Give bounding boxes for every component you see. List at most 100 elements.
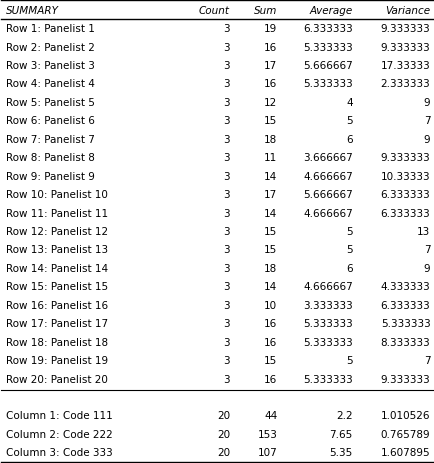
Text: 18: 18 — [264, 134, 277, 144]
Text: Column 3: Code 333: Column 3: Code 333 — [6, 447, 112, 457]
Text: 3: 3 — [224, 43, 230, 52]
Text: Column 2: Code 222: Column 2: Code 222 — [6, 429, 112, 439]
Text: Row 15: Panelist 15: Row 15: Panelist 15 — [6, 282, 108, 292]
Text: Row 8: Panelist 8: Row 8: Panelist 8 — [6, 153, 95, 163]
Text: 5: 5 — [346, 116, 353, 126]
Text: Average: Average — [309, 6, 353, 16]
Text: 3: 3 — [224, 61, 230, 71]
Text: 3: 3 — [224, 337, 230, 347]
Text: 13: 13 — [417, 226, 431, 237]
Text: 3: 3 — [224, 190, 230, 200]
Text: 4.666667: 4.666667 — [303, 208, 353, 218]
Text: 11: 11 — [264, 153, 277, 163]
Text: 3: 3 — [224, 374, 230, 384]
Text: Row 16: Panelist 16: Row 16: Panelist 16 — [6, 300, 108, 310]
Text: 4.333333: 4.333333 — [381, 282, 431, 292]
Text: 5.333333: 5.333333 — [303, 79, 353, 89]
Text: 3.333333: 3.333333 — [303, 300, 353, 310]
Text: 3: 3 — [224, 282, 230, 292]
Text: 3: 3 — [224, 263, 230, 273]
Text: 15: 15 — [264, 356, 277, 365]
Text: 4.666667: 4.666667 — [303, 282, 353, 292]
Text: Column 1: Code 111: Column 1: Code 111 — [6, 411, 112, 420]
Text: 5.35: 5.35 — [329, 447, 353, 457]
Text: 2.2: 2.2 — [336, 411, 353, 420]
Text: 6.333333: 6.333333 — [381, 208, 431, 218]
Text: 17.33333: 17.33333 — [381, 61, 431, 71]
Text: Row 20: Panelist 20: Row 20: Panelist 20 — [6, 374, 108, 384]
Text: 3: 3 — [224, 300, 230, 310]
Text: 20: 20 — [217, 411, 230, 420]
Text: 6.333333: 6.333333 — [303, 24, 353, 34]
Text: 7: 7 — [424, 116, 431, 126]
Text: 1.607895: 1.607895 — [381, 447, 431, 457]
Text: 14: 14 — [264, 208, 277, 218]
Text: 17: 17 — [264, 61, 277, 71]
Text: 16: 16 — [264, 319, 277, 329]
Text: Row 3: Panelist 3: Row 3: Panelist 3 — [6, 61, 95, 71]
Text: Variance: Variance — [385, 6, 431, 16]
Text: 3: 3 — [224, 153, 230, 163]
Text: 3: 3 — [224, 356, 230, 365]
Text: 20: 20 — [217, 429, 230, 439]
Text: 15: 15 — [264, 226, 277, 237]
Text: Row 10: Panelist 10: Row 10: Panelist 10 — [6, 190, 108, 200]
Text: 9: 9 — [424, 134, 431, 144]
Text: SUMMARY: SUMMARY — [6, 6, 59, 16]
Text: 6.333333: 6.333333 — [381, 300, 431, 310]
Text: 4: 4 — [346, 98, 353, 107]
Text: 6: 6 — [346, 263, 353, 273]
Text: 4.666667: 4.666667 — [303, 171, 353, 181]
Text: 5.333333: 5.333333 — [303, 374, 353, 384]
Text: 10: 10 — [264, 300, 277, 310]
Text: 0.765789: 0.765789 — [381, 429, 431, 439]
Text: 9: 9 — [424, 263, 431, 273]
Text: 3: 3 — [224, 79, 230, 89]
Text: 14: 14 — [264, 282, 277, 292]
Text: 3: 3 — [224, 226, 230, 237]
Text: 107: 107 — [258, 447, 277, 457]
Text: 153: 153 — [257, 429, 277, 439]
Text: Sum: Sum — [254, 6, 277, 16]
Text: Row 18: Panelist 18: Row 18: Panelist 18 — [6, 337, 108, 347]
Text: 9.333333: 9.333333 — [381, 153, 431, 163]
Text: 3: 3 — [224, 98, 230, 107]
Text: 12: 12 — [264, 98, 277, 107]
Text: 8.333333: 8.333333 — [381, 337, 431, 347]
Text: Row 17: Panelist 17: Row 17: Panelist 17 — [6, 319, 108, 329]
Text: Row 11: Panelist 11: Row 11: Panelist 11 — [6, 208, 108, 218]
Text: 7.65: 7.65 — [329, 429, 353, 439]
Text: Row 13: Panelist 13: Row 13: Panelist 13 — [6, 245, 108, 255]
Text: Row 19: Panelist 19: Row 19: Panelist 19 — [6, 356, 108, 365]
Text: 5.333333: 5.333333 — [303, 337, 353, 347]
Text: Row 5: Panelist 5: Row 5: Panelist 5 — [6, 98, 95, 107]
Text: 3: 3 — [224, 319, 230, 329]
Text: Row 6: Panelist 6: Row 6: Panelist 6 — [6, 116, 95, 126]
Text: 1.010526: 1.010526 — [381, 411, 431, 420]
Text: 16: 16 — [264, 79, 277, 89]
Text: 5.333333: 5.333333 — [381, 319, 431, 329]
Text: Row 14: Panelist 14: Row 14: Panelist 14 — [6, 263, 108, 273]
Text: 19: 19 — [264, 24, 277, 34]
Text: 15: 15 — [264, 116, 277, 126]
Text: 6.333333: 6.333333 — [381, 190, 431, 200]
Text: Row 12: Panelist 12: Row 12: Panelist 12 — [6, 226, 108, 237]
Text: 5.666667: 5.666667 — [303, 190, 353, 200]
Text: 20: 20 — [217, 447, 230, 457]
Text: 9: 9 — [424, 98, 431, 107]
Text: 3.666667: 3.666667 — [303, 153, 353, 163]
Text: Row 2: Panelist 2: Row 2: Panelist 2 — [6, 43, 95, 52]
Text: 5.333333: 5.333333 — [303, 319, 353, 329]
Text: 5: 5 — [346, 245, 353, 255]
Text: Count: Count — [199, 6, 230, 16]
Text: 7: 7 — [424, 356, 431, 365]
Text: 16: 16 — [264, 337, 277, 347]
Text: 9.333333: 9.333333 — [381, 24, 431, 34]
Text: 2.333333: 2.333333 — [381, 79, 431, 89]
Text: 3: 3 — [224, 208, 230, 218]
Text: 9.333333: 9.333333 — [381, 374, 431, 384]
Text: 15: 15 — [264, 245, 277, 255]
Text: 3: 3 — [224, 245, 230, 255]
Text: Row 4: Panelist 4: Row 4: Panelist 4 — [6, 79, 95, 89]
Text: 10.33333: 10.33333 — [381, 171, 431, 181]
